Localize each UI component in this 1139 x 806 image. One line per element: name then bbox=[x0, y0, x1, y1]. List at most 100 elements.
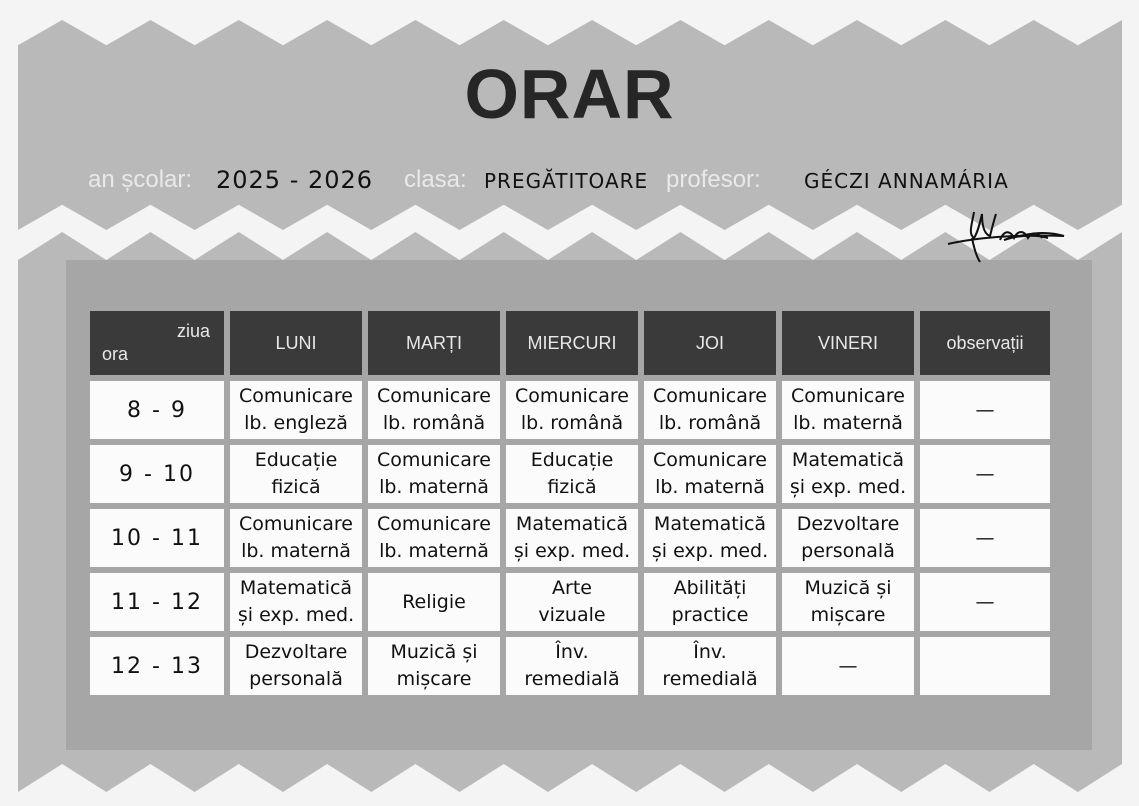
subject-cell: Înv. remedială bbox=[506, 637, 638, 695]
subject-cell: Comunicare lb. română bbox=[506, 381, 638, 439]
time-cell: 10 - 11 bbox=[90, 509, 224, 567]
table-row: 11 - 12 Matematică și exp. med. Religie A… bbox=[90, 573, 1050, 631]
subject-line: — bbox=[838, 654, 858, 677]
subject-line: personală bbox=[801, 540, 895, 562]
observation-cell: — bbox=[920, 445, 1050, 503]
subject-cell: Înv. remedială bbox=[644, 637, 776, 695]
table-body: 8 - 9 Comunicare lb. engleză Comunicare lb… bbox=[90, 381, 1050, 695]
column-header-joi: JOI bbox=[644, 311, 776, 375]
subject-line: lb. maternă bbox=[379, 540, 489, 562]
subject-line: Educație bbox=[254, 449, 338, 471]
page-title: ORAR bbox=[464, 55, 675, 133]
subject-line: lb. engleză bbox=[244, 412, 348, 434]
subject-line: personală bbox=[249, 668, 343, 690]
subject-line: și exp. med. bbox=[237, 604, 355, 626]
subject-line: Arte bbox=[552, 577, 592, 599]
subject-line: mișcare bbox=[810, 604, 886, 626]
subject-line: Dezvoltare bbox=[796, 513, 900, 535]
subject-line: Matematică bbox=[653, 513, 767, 535]
subject-line: Educație bbox=[530, 449, 614, 471]
subject-cell: — bbox=[782, 637, 914, 695]
column-header-marti: MARȚI bbox=[368, 311, 500, 375]
time-cell: 8 - 9 bbox=[90, 381, 224, 439]
subject-cell: Matematică și exp. med. bbox=[644, 509, 776, 567]
teacher-value: GÉCZI ANNAMÁRIA bbox=[804, 169, 1009, 193]
subject-cell: Comunicare lb. maternă bbox=[368, 445, 500, 503]
subject-line: lb. maternă bbox=[241, 540, 351, 562]
subject-cell: Matematică și exp. med. bbox=[782, 445, 914, 503]
table-row: 12 - 13 Dezvoltare personală Muzică și miș… bbox=[90, 637, 1050, 695]
subject-cell: Educație fizică bbox=[506, 445, 638, 503]
subject-line: Comunicare bbox=[377, 449, 491, 471]
teacher-label: profesor: bbox=[666, 166, 761, 193]
subject-line: Muzică și bbox=[390, 641, 478, 663]
subject-line: și exp. med. bbox=[513, 540, 631, 562]
subject-line: Abilități bbox=[673, 577, 747, 599]
subject-line: Religie bbox=[402, 590, 466, 613]
signature bbox=[947, 211, 1065, 263]
header-background bbox=[18, 20, 1122, 230]
subject-line: lb. maternă bbox=[379, 476, 489, 498]
subject-line: Comunicare bbox=[239, 385, 353, 407]
subject-line: Comunicare bbox=[377, 385, 491, 407]
subject-line: Comunicare bbox=[653, 385, 767, 407]
subject-line: Comunicare bbox=[377, 513, 491, 535]
column-header-miercuri: MIERCURI bbox=[506, 311, 638, 375]
table-row: 10 - 11 Comunicare lb. maternă Comunicare… bbox=[90, 509, 1050, 567]
subject-cell: Educație fizică bbox=[230, 445, 362, 503]
subject-line: lb. maternă bbox=[655, 476, 765, 498]
subject-cell: Comunicare lb. română bbox=[368, 381, 500, 439]
subject-cell: Matematică și exp. med. bbox=[230, 573, 362, 631]
subject-line: lb. română bbox=[382, 412, 486, 434]
column-header-luni: LUNI bbox=[230, 311, 362, 375]
subject-line: Matematică bbox=[515, 513, 629, 535]
subject-line: Înv. bbox=[693, 641, 727, 663]
observation-cell: — bbox=[920, 381, 1050, 439]
subject-cell: Comunicare lb. engleză bbox=[230, 381, 362, 439]
subject-line: Muzică și bbox=[804, 577, 892, 599]
subject-line: vizuale bbox=[538, 604, 606, 626]
class-label: clasa: bbox=[404, 166, 467, 193]
time-cell: 11 - 12 bbox=[90, 573, 224, 631]
timetable: ziua ora LUNI MARȚI MIERCURI JOI VINERI … bbox=[84, 305, 1056, 701]
subject-cell: Matematică și exp. med. bbox=[506, 509, 638, 567]
subject-cell: Arte vizuale bbox=[506, 573, 638, 631]
table-header-row: ziua ora LUNI MARȚI MIERCURI JOI VINERI … bbox=[90, 311, 1050, 375]
subject-line: lb. română bbox=[658, 412, 762, 434]
subject-line: Înv. bbox=[555, 641, 589, 663]
corner-hour-label: ora bbox=[102, 344, 129, 364]
subject-line: Dezvoltare bbox=[244, 641, 348, 663]
subject-cell: Comunicare lb. maternă bbox=[782, 381, 914, 439]
time-cell: 12 - 13 bbox=[90, 637, 224, 695]
subject-line: mișcare bbox=[396, 668, 472, 690]
subject-line: Comunicare bbox=[653, 449, 767, 471]
observation-cell bbox=[920, 637, 1050, 695]
subject-line: fizică bbox=[271, 476, 321, 498]
table-row: 9 - 10 Educație fizică Comunicare lb. mate… bbox=[90, 445, 1050, 503]
subject-cell: Comunicare lb. maternă bbox=[644, 445, 776, 503]
subject-line: Matematică bbox=[239, 577, 353, 599]
observation-cell: — bbox=[920, 573, 1050, 631]
corner-day-label: ziua bbox=[176, 321, 210, 341]
subject-line: practice bbox=[671, 604, 749, 626]
subject-cell: Comunicare lb. maternă bbox=[368, 509, 500, 567]
class-value: PREGĂTITOARE bbox=[484, 169, 649, 193]
school-year-label: an școlar: bbox=[88, 166, 193, 193]
subject-line: lb. română bbox=[520, 412, 624, 434]
subject-line: și exp. med. bbox=[789, 476, 907, 498]
subject-line: Matematică bbox=[791, 449, 905, 471]
subject-cell: Comunicare lb. maternă bbox=[230, 509, 362, 567]
subject-line: lb. maternă bbox=[793, 412, 903, 434]
subject-line: fizică bbox=[547, 476, 597, 498]
subject-cell: Muzică și mișcare bbox=[368, 637, 500, 695]
subject-cell: Abilități practice bbox=[644, 573, 776, 631]
observation-cell: — bbox=[920, 509, 1050, 567]
subject-cell: Comunicare lb. română bbox=[644, 381, 776, 439]
time-cell: 9 - 10 bbox=[90, 445, 224, 503]
column-header-observatii: observații bbox=[920, 311, 1050, 375]
subject-line: Comunicare bbox=[515, 385, 629, 407]
column-header-vineri: VINERI bbox=[782, 311, 914, 375]
subject-line: Comunicare bbox=[791, 385, 905, 407]
subject-cell: Muzică și mișcare bbox=[782, 573, 914, 631]
subject-cell: Dezvoltare personală bbox=[782, 509, 914, 567]
